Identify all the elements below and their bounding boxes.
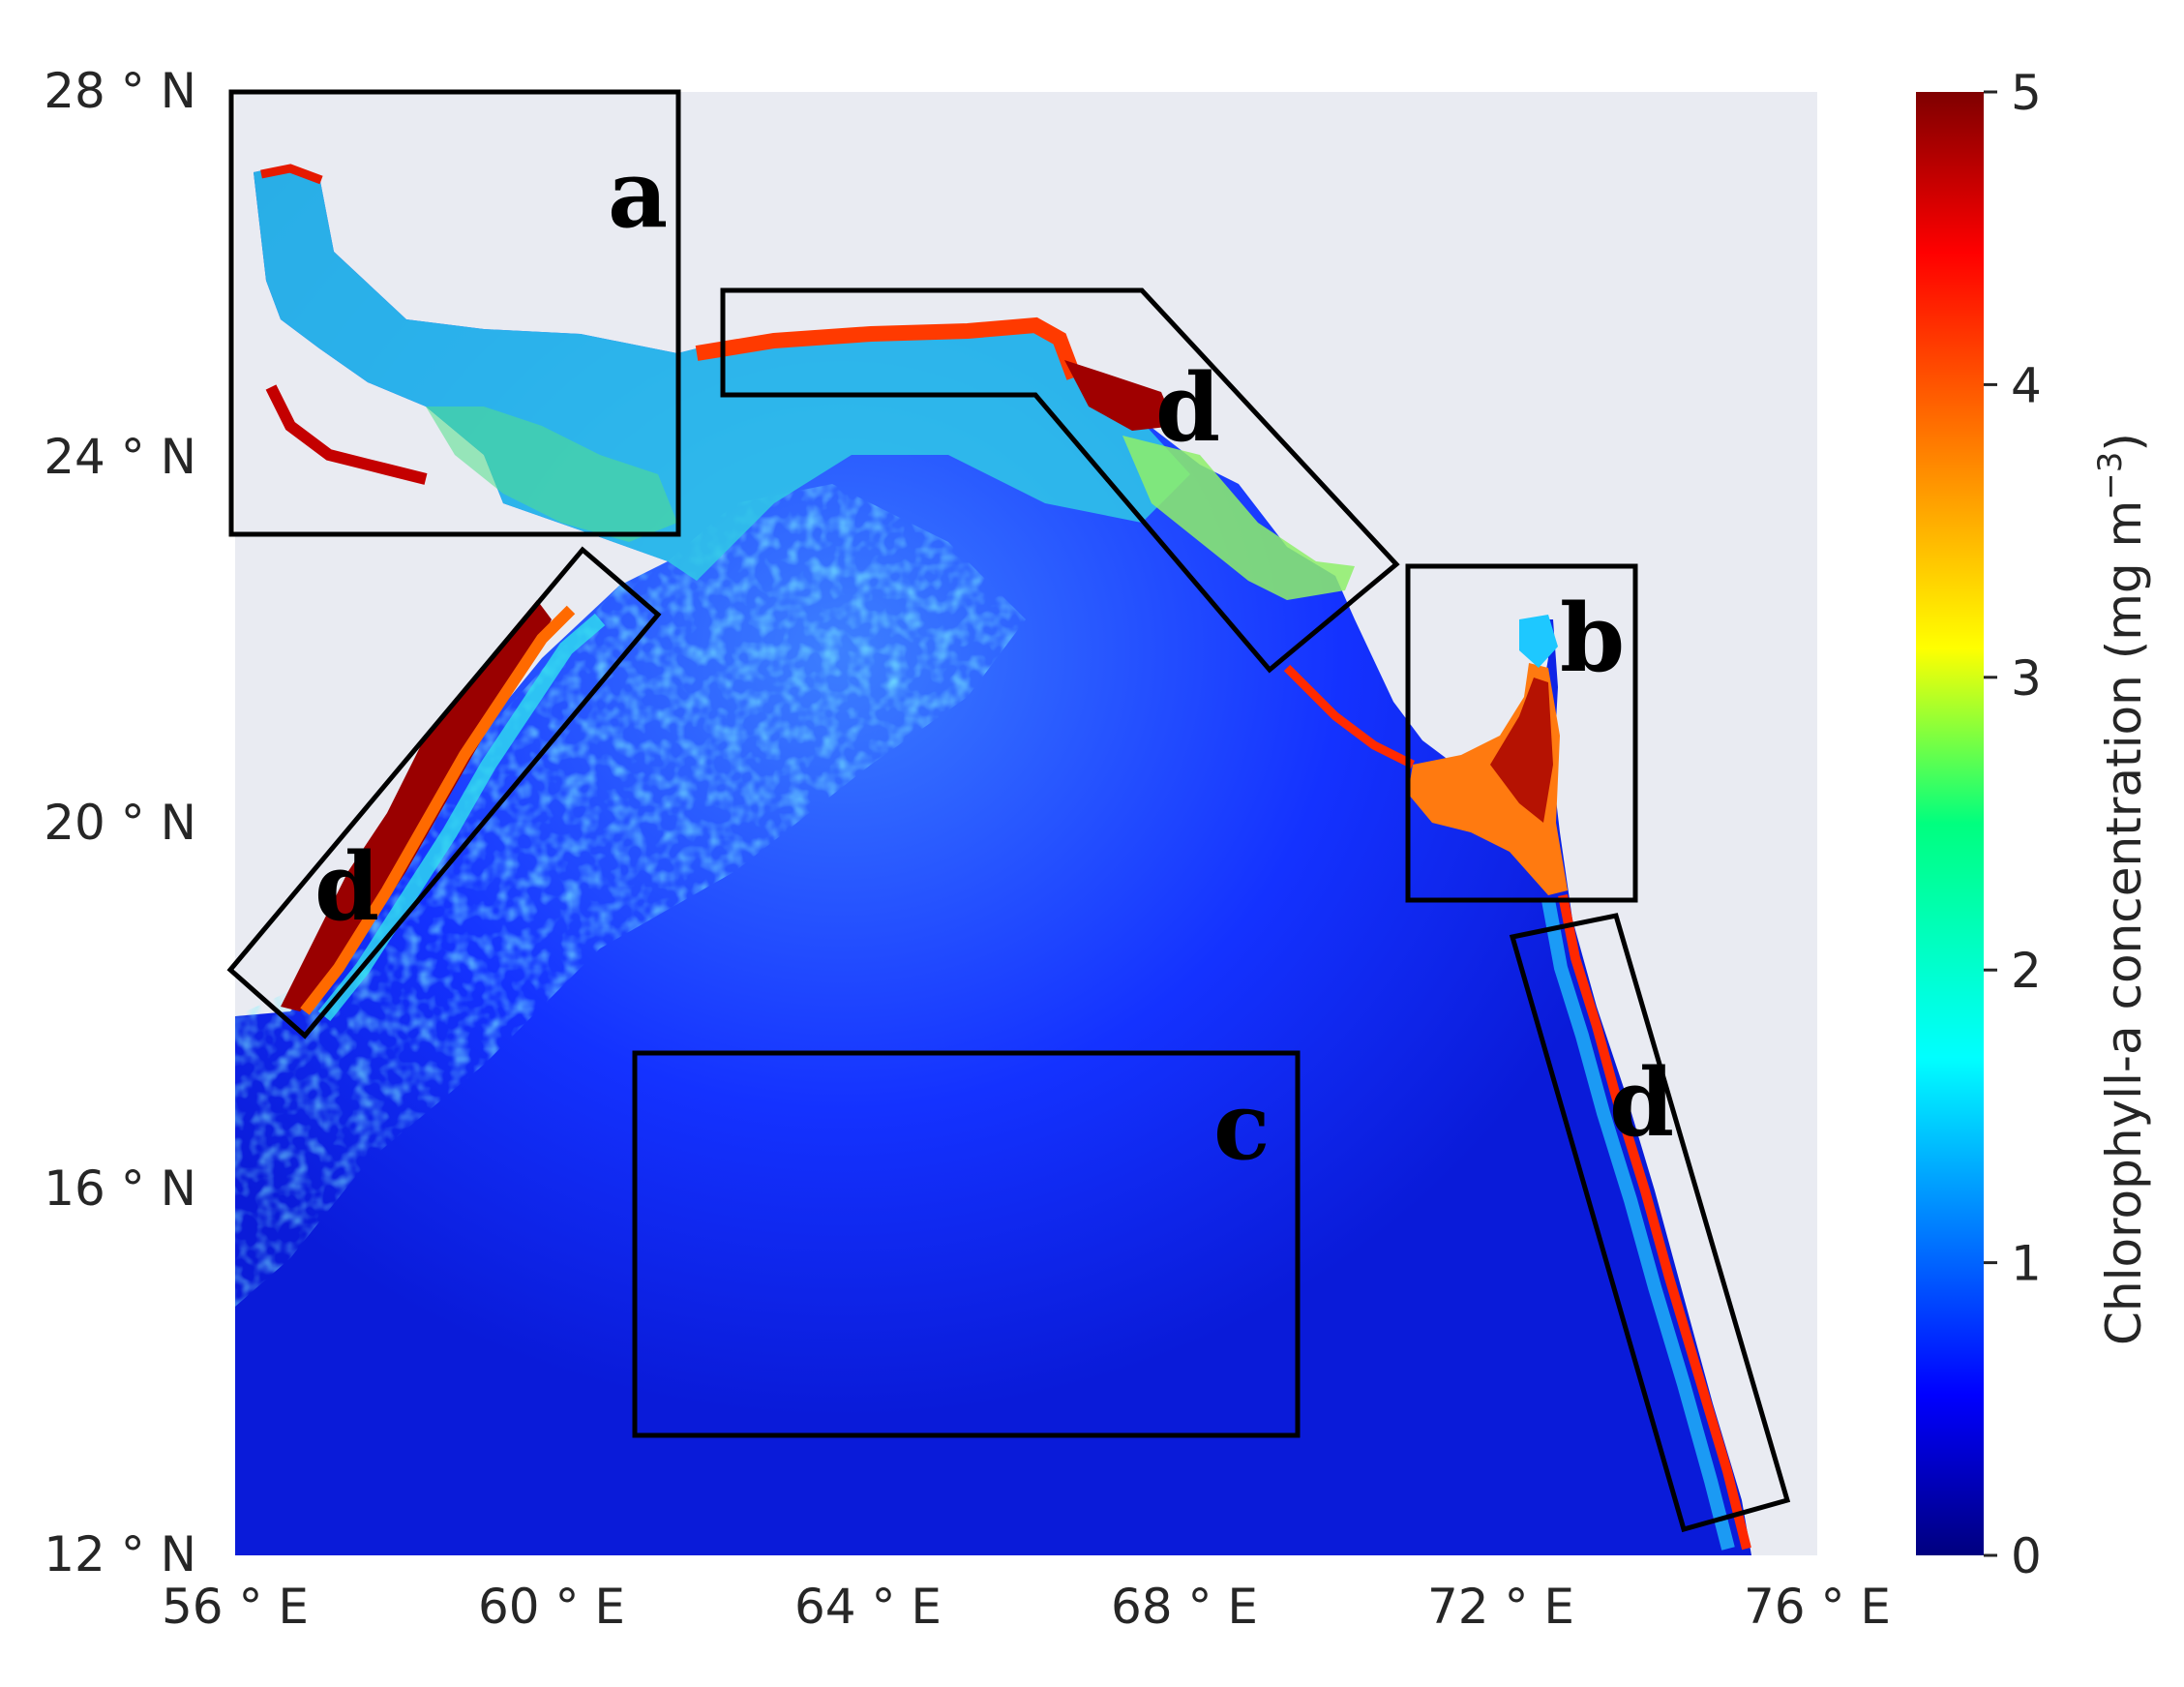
khambhat-dark [1490,678,1553,823]
region-c-box [632,1050,1301,1438]
colorbar-ticks: 0 1 2 3 4 5 [1984,65,2042,1584]
colorbar-gradient [1916,92,1984,1555]
lat-tick-label: 16 ° N [44,1160,196,1217]
lat-tick-label: 24 ° N [44,429,196,485]
latitude-axis: 28 ° N 24 ° N 20 ° N 16 ° N 12 ° N [44,63,196,1582]
lon-tick-label: 60 ° E [478,1579,625,1635]
iran-coast-edge [260,164,323,185]
region-label-b: b [1560,584,1625,693]
colorbar-label-main: Chlorophyll-a concentration (mg m [2096,500,2152,1345]
colorbar-tick-label: 5 [2011,65,2042,121]
colorbar-tick-label: 0 [2011,1528,2042,1584]
mid-sea-speckle [235,484,1026,1307]
region-d-oman-box [226,546,662,1039]
lon-tick-label: 76 ° E [1744,1579,1891,1635]
gujarat-coast-green [1122,436,1355,600]
khambhat-cyan-tip [1519,615,1558,668]
region-boxes [226,89,1791,1533]
west-india-coast-bloom [1558,894,1751,1551]
gujarat-edge [1283,664,1416,769]
region-d-india-box [1509,913,1791,1533]
lat-tick-label: 20 ° N [44,795,196,851]
lon-tick-label: 72 ° E [1427,1579,1574,1635]
west-india-coast-cyan [1541,898,1735,1551]
colorbar-tick-label: 1 [2011,1236,2042,1292]
colorbar-label-close: ) [2096,433,2152,452]
region-b-box [1405,563,1638,903]
region-label-a: a [608,139,668,249]
colorbar-tick-label: 4 [2011,357,2042,413]
region-label-c: c [1213,1071,1270,1181]
north-coast-bloom [695,316,1082,380]
longitude-axis: 56 ° E 60 ° E 64 ° E 68 ° E 72 ° E 76 ° E [162,1579,1891,1635]
lat-tick-label: 12 ° N [44,1526,196,1582]
lon-tick-label: 64 ° E [794,1579,942,1635]
region-d-north-box [720,287,1400,674]
indus-delta-bloom [1064,360,1176,431]
map-panel [235,92,1817,1555]
lon-tick-label: 56 ° E [162,1579,309,1635]
gulf-green-patch [426,407,677,542]
oman-coast-bloom [281,600,552,1011]
lon-tick-label: 68 ° E [1111,1579,1258,1635]
lat-tick-label: 28 ° N [44,63,196,119]
musandam-edge [265,384,428,485]
colorbar-label-exponent: −3 [2091,452,2130,500]
region-label-d-north: d [1155,353,1220,463]
colorbar: 0 1 2 3 4 5 Chlorophyll-a concentration (mg m… [1916,65,2152,1584]
region-label-d-india: d [1609,1048,1674,1158]
colorbar-label: Chlorophyll-a concentration (mg m−3) [2091,433,2152,1345]
oman-coast-orange [300,605,576,1015]
colorbar-tick-label: 3 [2011,650,2042,707]
colorbar-tick-label: 2 [2011,943,2042,999]
region-label-d-oman: d [314,832,379,942]
region-labels: a b c d d d [314,139,1674,1181]
region-a-box [228,89,681,537]
